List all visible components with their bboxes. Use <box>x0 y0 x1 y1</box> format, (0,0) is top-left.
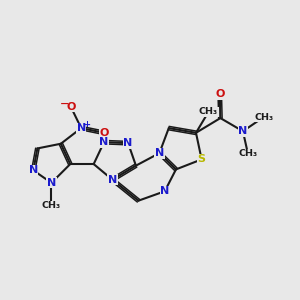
Text: O: O <box>215 89 224 99</box>
Text: +: + <box>83 120 90 129</box>
Text: N: N <box>155 148 164 158</box>
Text: N: N <box>124 138 133 148</box>
Text: O: O <box>99 128 109 138</box>
Text: CH₃: CH₃ <box>199 107 218 116</box>
Text: N: N <box>47 178 56 188</box>
Text: N: N <box>238 126 248 136</box>
Text: N: N <box>160 186 169 196</box>
Text: N: N <box>108 175 117 185</box>
Text: S: S <box>198 154 206 164</box>
Text: O: O <box>66 102 76 112</box>
Text: CH₃: CH₃ <box>238 149 257 158</box>
Text: N: N <box>29 165 38 175</box>
Text: CH₃: CH₃ <box>42 201 61 210</box>
Text: N: N <box>99 137 109 147</box>
Text: CH₃: CH₃ <box>254 112 273 122</box>
Text: −: − <box>60 99 69 109</box>
Text: N: N <box>76 123 86 133</box>
